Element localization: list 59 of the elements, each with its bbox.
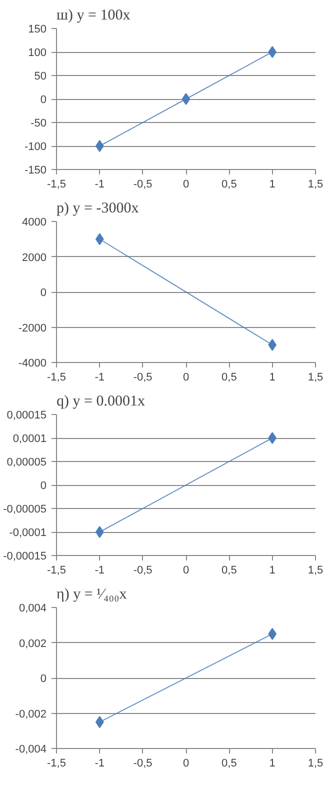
x-tick-label: 1 [269, 372, 276, 384]
x-tick-label: -0,5 [133, 758, 152, 770]
y-tick-label: 2000 [22, 252, 47, 264]
y-tick-label: -0,00005 [3, 504, 47, 516]
x-tick-label: 0 [182, 372, 190, 384]
x-tick-label: 1,5 [308, 564, 324, 576]
x-tick-label: -0,5 [133, 372, 152, 384]
chart-title: p) y = -3000x [56, 200, 140, 216]
x-tick-label: 1 [269, 564, 276, 576]
y-tick-label: 50 [34, 70, 47, 82]
x-tick-label: -1 [94, 178, 105, 190]
y-tick-label: 0,0001 [12, 433, 47, 445]
y-tick-label: 0,00005 [6, 456, 47, 468]
x-tick-label: 0 [182, 564, 190, 576]
y-tick-label: 0 [40, 673, 47, 685]
x-tick-label: -1,5 [47, 758, 66, 770]
y-tick-label: -100 [24, 141, 47, 153]
x-tick-label: 0,5 [222, 178, 237, 190]
x-tick-label: 1,5 [308, 372, 324, 384]
x-tick-label: -0,5 [133, 564, 152, 576]
point [182, 93, 190, 105]
y-tick-label: -0,002 [15, 708, 47, 720]
y-tick-label: 0 [40, 94, 47, 106]
y-tick-label: -0,004 [15, 744, 47, 756]
y-tick-label: -150 [24, 164, 47, 176]
x-tick-label: 1 [269, 758, 276, 770]
chart-title: η) y = ¹⁄₄₀₀x [56, 586, 128, 602]
x-tick-label: -1 [94, 564, 105, 576]
point [96, 140, 104, 152]
y-tick-label: -0,00015 [3, 550, 47, 562]
x-tick-label: 0,5 [222, 372, 237, 384]
y-tick-label: 100 [28, 47, 47, 59]
y-tick-label: 150 [28, 24, 47, 36]
chart-title: q) y = 0.0001x [56, 394, 146, 410]
y-tick-label: 0 [40, 480, 47, 492]
x-tick-label: -1,5 [47, 564, 66, 576]
x-tick-label: 0,5 [222, 758, 237, 770]
y-tick-label: 0,00015 [6, 410, 47, 422]
x-tick-label: 1,5 [308, 178, 324, 190]
x-tick-label: -1 [94, 372, 105, 384]
point [268, 46, 276, 58]
chart-title: ш) y = 100x [56, 8, 131, 24]
y-tick-label: 0 [40, 287, 47, 299]
y-tick-label: 0,004 [18, 602, 47, 614]
x-tick-label: -0,5 [133, 178, 152, 190]
y-tick-label: -0,0001 [9, 527, 47, 539]
y-tick-label: 0,002 [18, 638, 47, 650]
x-tick-label: -1 [94, 758, 105, 770]
x-tick-label: 0,5 [222, 564, 237, 576]
y-tick-label: -4000 [18, 358, 47, 370]
x-tick-label: -1,5 [47, 178, 66, 190]
x-tick-label: 1 [269, 178, 276, 190]
x-tick-label: 0 [182, 758, 190, 770]
y-tick-label: -50 [30, 118, 47, 130]
y-tick-label: -2000 [18, 322, 47, 334]
x-tick-label: 1,5 [308, 758, 324, 770]
x-tick-label: -1,5 [47, 372, 66, 384]
x-tick-label: 0 [182, 178, 190, 190]
y-tick-label: 4000 [22, 216, 47, 228]
